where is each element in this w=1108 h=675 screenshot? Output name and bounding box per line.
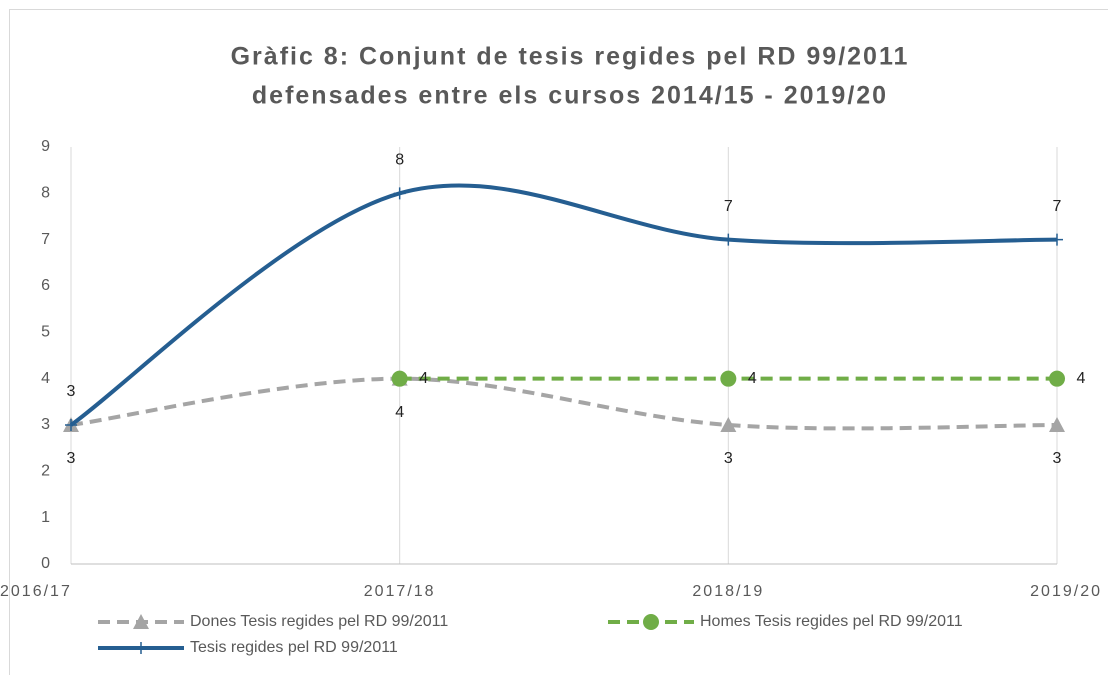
point <box>391 370 408 387</box>
y-tick-label: 2 <box>41 463 50 480</box>
data-label: 7 <box>724 198 733 215</box>
point <box>1049 417 1065 432</box>
point <box>1049 370 1065 387</box>
y-tick-label: 6 <box>41 277 50 294</box>
y-tick-label: 1 <box>41 509 50 526</box>
data-label: 4 <box>1077 370 1086 387</box>
x-tick-label: 2016/17 <box>0 583 72 600</box>
y-tick-label: 8 <box>41 185 50 202</box>
x-tick-label: 2018/19 <box>692 583 764 600</box>
point <box>65 419 77 431</box>
y-tick-label: 5 <box>41 324 50 341</box>
x-tick-label: 2017/18 <box>364 583 436 600</box>
point <box>722 233 735 246</box>
data-label: 4 <box>419 370 428 387</box>
point <box>135 642 147 654</box>
y-tick-label: 7 <box>41 231 50 248</box>
line <box>69 183 1058 427</box>
point <box>720 417 737 432</box>
point <box>643 614 659 630</box>
point <box>1051 233 1063 246</box>
point <box>720 370 737 387</box>
point <box>393 187 406 200</box>
data-label: 8 <box>395 152 404 169</box>
data-label: 3 <box>724 450 733 467</box>
y-tick-label: 4 <box>41 370 50 387</box>
data-label: 3 <box>67 450 76 467</box>
legend-label: Tesis regides pel RD 99/2011 <box>190 639 398 656</box>
point <box>133 614 149 629</box>
chart-title: defensades entre els cursos 2014/15 - 20… <box>252 82 888 110</box>
y-tick-label: 3 <box>41 416 50 433</box>
data-label: 4 <box>748 370 757 387</box>
chart-title: Gràfic 8: Conjunt de tesis regides pel R… <box>231 43 910 71</box>
data-label: 3 <box>1053 450 1062 467</box>
y-tick-label: 0 <box>41 555 50 572</box>
legend-label: Homes Tesis regides pel RD 99/2011 <box>700 613 963 630</box>
data-label: 4 <box>395 404 404 421</box>
legend-label: Dones Tesis regides pel RD 99/2011 <box>190 613 448 630</box>
x-tick-label: 2019/20 <box>1030 583 1102 600</box>
y-tick-label: 9 <box>41 138 50 155</box>
data-label: 3 <box>67 383 76 400</box>
line <box>70 376 1058 431</box>
data-label: 7 <box>1053 198 1062 215</box>
